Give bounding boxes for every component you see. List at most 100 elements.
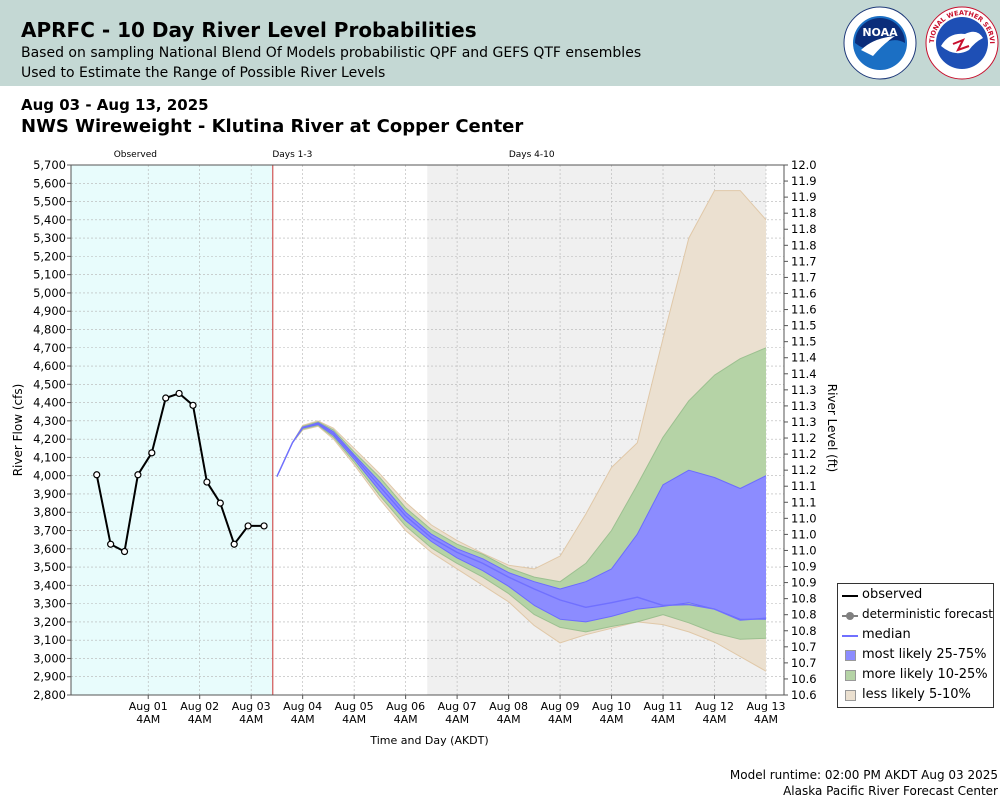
x-tick-time: 4AM xyxy=(291,713,315,726)
legend-line-symbol xyxy=(842,635,858,637)
y-tick-label: 3,600 xyxy=(33,542,66,556)
x-tick-date: Aug 05 xyxy=(335,700,374,713)
y-tick-label: 3,300 xyxy=(33,597,66,611)
region-bg-1 xyxy=(71,165,273,695)
y2-tick-label: 11.2 xyxy=(791,447,817,461)
observed-point xyxy=(120,547,129,556)
y-tick-label: 2,800 xyxy=(33,688,66,702)
y-tick-label: 4,300 xyxy=(33,414,66,428)
observed-point xyxy=(230,540,238,548)
y-axis-label: River Flow (cfs) xyxy=(11,384,25,477)
observed-point xyxy=(175,389,183,398)
y-tick-label: 5,300 xyxy=(33,231,66,245)
page-subtitle: Based on sampling National Blend Of Mode… xyxy=(21,45,642,61)
noaa-logo[interactable]: NOAA xyxy=(843,6,917,80)
region-label: Observed xyxy=(114,150,157,160)
legend-item-less: less likely 5-10% xyxy=(842,686,992,704)
y2-tick-label: 11.3 xyxy=(791,399,817,413)
observed-point xyxy=(93,471,101,479)
band-most-likely xyxy=(276,422,766,622)
y2-tick-label: 11.9 xyxy=(791,174,817,188)
y2-tick-label: 11.8 xyxy=(791,238,817,252)
legend-label: most likely 25-75% xyxy=(862,647,987,662)
x-tick-time: 4AM xyxy=(188,713,212,726)
page-title: APRFC - 10 Day River Level Probabilities xyxy=(21,18,477,42)
legend-label: less likely 5-10% xyxy=(862,687,971,702)
y2-tick-label: 11.0 xyxy=(791,527,817,541)
y2-tick-label: 11.6 xyxy=(791,286,817,300)
y2-tick-label: 11.5 xyxy=(791,335,817,349)
y2-tick-label: 11.8 xyxy=(791,222,817,236)
y2-tick-label: 10.8 xyxy=(791,624,817,638)
y2-tick-label: 12.0 xyxy=(791,158,817,172)
y-tick-label: 4,000 xyxy=(33,469,66,483)
x-tick-time: 4AM xyxy=(651,713,675,726)
y2-tick-label: 10.6 xyxy=(791,672,817,686)
band-most-likely-upper xyxy=(276,422,767,590)
x-tick-time: 4AM xyxy=(497,713,521,726)
y2-tick-label: 10.8 xyxy=(791,592,817,606)
observed-point xyxy=(107,540,115,548)
x-tick-date: Aug 07 xyxy=(438,700,477,713)
x-tick-date: Aug 01 xyxy=(129,700,168,713)
y-tick-label: 4,100 xyxy=(33,450,66,464)
y-tick-label: 3,500 xyxy=(33,560,66,574)
x-tick-date: Aug 09 xyxy=(541,700,580,713)
y-tick-label: 5,700 xyxy=(33,158,66,172)
y-tick-label: 4,700 xyxy=(33,341,66,355)
x-tick-time: 4AM xyxy=(136,713,160,726)
y-tick-label: 3,800 xyxy=(33,505,66,519)
y-tick-label: 4,200 xyxy=(33,432,66,446)
y-tick-label: 5,000 xyxy=(33,286,66,300)
y-tick-label: 4,900 xyxy=(33,304,66,318)
y2-tick-label: 11.2 xyxy=(791,463,817,477)
legend-label: observed xyxy=(862,587,923,602)
band-less-likely-upper xyxy=(276,190,767,570)
y2-tick-label: 11.4 xyxy=(791,367,817,381)
x-tick-date: Aug 06 xyxy=(386,700,425,713)
x-tick-time: 4AM xyxy=(754,713,778,726)
page-subtitle-2: Used to Estimate the Range of Possible R… xyxy=(21,65,386,81)
date-range: Aug 03 - Aug 13, 2025 xyxy=(21,96,209,114)
chart-legend: observed deterministic forecast median most… xyxy=(837,583,994,708)
legend-line-symbol xyxy=(842,595,858,597)
x-tick-time: 4AM xyxy=(702,713,726,726)
x-tick-date: Aug 13 xyxy=(746,700,785,713)
legend-dot xyxy=(846,612,854,620)
y2-tick-label: 10.9 xyxy=(791,576,817,590)
x-tick-date: Aug 10 xyxy=(592,700,631,713)
x-tick-time: 4AM xyxy=(342,713,366,726)
y-tick-label: 5,200 xyxy=(33,249,66,263)
y2-tick-label: 10.7 xyxy=(791,640,817,654)
observed-point xyxy=(260,522,268,530)
model-runtime: Model runtime: 02:00 PM AKDT Aug 03 2025 xyxy=(729,768,998,782)
y2-tick-label: 11.7 xyxy=(791,270,817,284)
y2-tick-label: 10.8 xyxy=(791,608,817,622)
median-line xyxy=(276,422,767,621)
y2-tick-label: 11.3 xyxy=(791,415,817,429)
observed-point xyxy=(216,499,224,507)
x-tick-date: Aug 04 xyxy=(283,700,322,713)
x-tick-date: Aug 02 xyxy=(180,700,219,713)
y2-tick-label: 11.1 xyxy=(791,495,817,509)
y2-tick-label: 10.6 xyxy=(791,688,817,702)
observed-point xyxy=(189,401,197,409)
y-tick-label: 4,600 xyxy=(33,359,66,373)
x-tick-date: Aug 08 xyxy=(489,700,528,713)
nws-logo[interactable]: NATIONAL WEATHER SERVICE xyxy=(925,6,999,80)
y2-axis-label: River Level (ft) xyxy=(825,384,839,472)
x-tick-time: 4AM xyxy=(445,713,469,726)
y-tick-label: 4,500 xyxy=(33,377,66,391)
x-tick-time: 4AM xyxy=(394,713,418,726)
y2-tick-label: 11.1 xyxy=(791,479,817,493)
y-tick-label: 5,400 xyxy=(33,213,66,227)
x-tick-date: Aug 11 xyxy=(644,700,683,713)
legend-box-symbol xyxy=(845,650,856,661)
y2-tick-label: 11.9 xyxy=(791,190,817,204)
y2-tick-label: 11.0 xyxy=(791,511,817,525)
header-banner: APRFC - 10 Day River Level Probabilities… xyxy=(0,0,1000,86)
band-more-likely-upper xyxy=(276,347,767,583)
y2-tick-label: 11.7 xyxy=(791,254,817,268)
legend-box-symbol xyxy=(845,670,856,681)
